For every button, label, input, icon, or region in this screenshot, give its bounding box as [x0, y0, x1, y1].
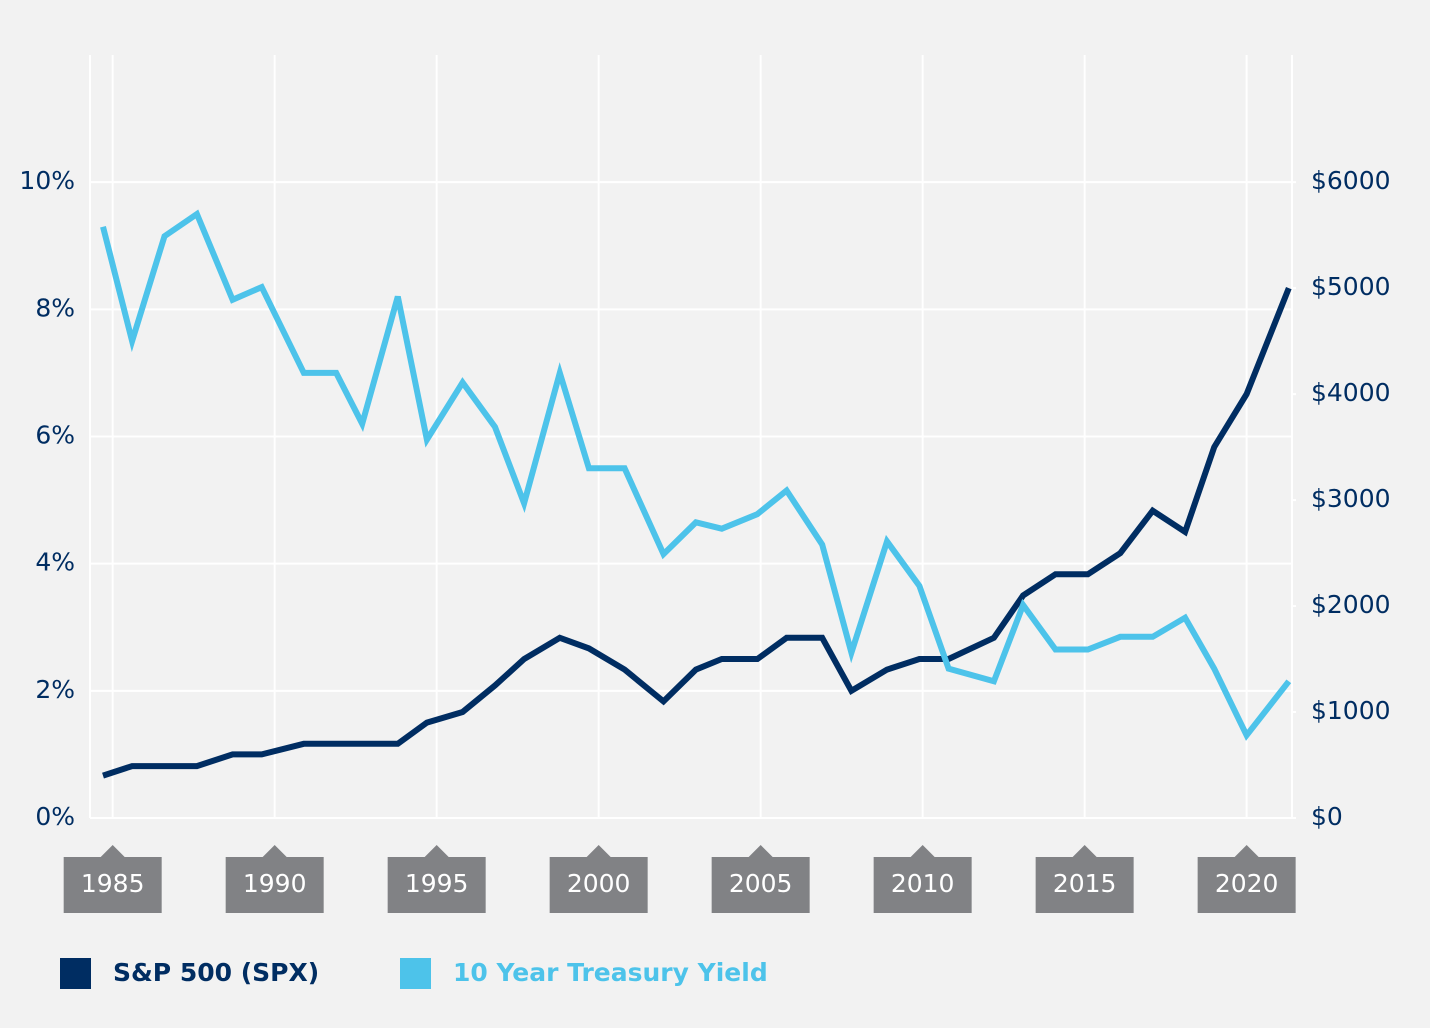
x-tick-box	[549, 845, 648, 913]
legend-swatch	[400, 958, 431, 989]
x-tick-box	[873, 845, 972, 913]
x-tick-label: 2000	[567, 869, 631, 898]
y-tick-label: 4%	[35, 548, 75, 577]
legend-label: S&P 500 (SPX)	[113, 958, 319, 987]
series-line	[100, 209, 1292, 741]
x-tick-label: 2005	[729, 869, 793, 898]
x-tick-label: 2015	[1053, 869, 1117, 898]
y-tick-label: 2%	[35, 675, 75, 704]
x-tick-box	[225, 845, 324, 913]
x-tick-label: 1985	[81, 869, 145, 898]
legend-swatch	[60, 958, 91, 989]
y2-tick-label: $0	[1311, 802, 1343, 831]
legend-label: 10 Year Treasury Yield	[453, 958, 768, 987]
x-tick-label: 1990	[243, 869, 307, 898]
x-tick-label: 2020	[1215, 869, 1279, 898]
y2-tick-label: $2000	[1311, 590, 1391, 619]
x-tick-box	[387, 845, 486, 913]
y2-tick-label: $3000	[1311, 484, 1391, 513]
x-tick-box	[1197, 845, 1296, 913]
x-tick-label: 2010	[891, 869, 955, 898]
y2-tick-label: $1000	[1311, 696, 1391, 725]
y-tick-label: 0%	[35, 802, 75, 831]
y-tick-label: 6%	[35, 421, 75, 450]
y-tick-label: 8%	[35, 293, 75, 322]
series-line	[102, 286, 1292, 779]
x-tick-box	[63, 845, 162, 913]
x-tick-box	[1035, 845, 1134, 913]
x-tick-label: 1995	[405, 869, 469, 898]
y2-tick-label: $6000	[1311, 166, 1391, 195]
y2-tick-label: $4000	[1311, 378, 1391, 407]
x-tick-box	[711, 845, 810, 913]
y2-tick-label: $5000	[1311, 272, 1391, 301]
y-tick-label: 10%	[19, 166, 75, 195]
